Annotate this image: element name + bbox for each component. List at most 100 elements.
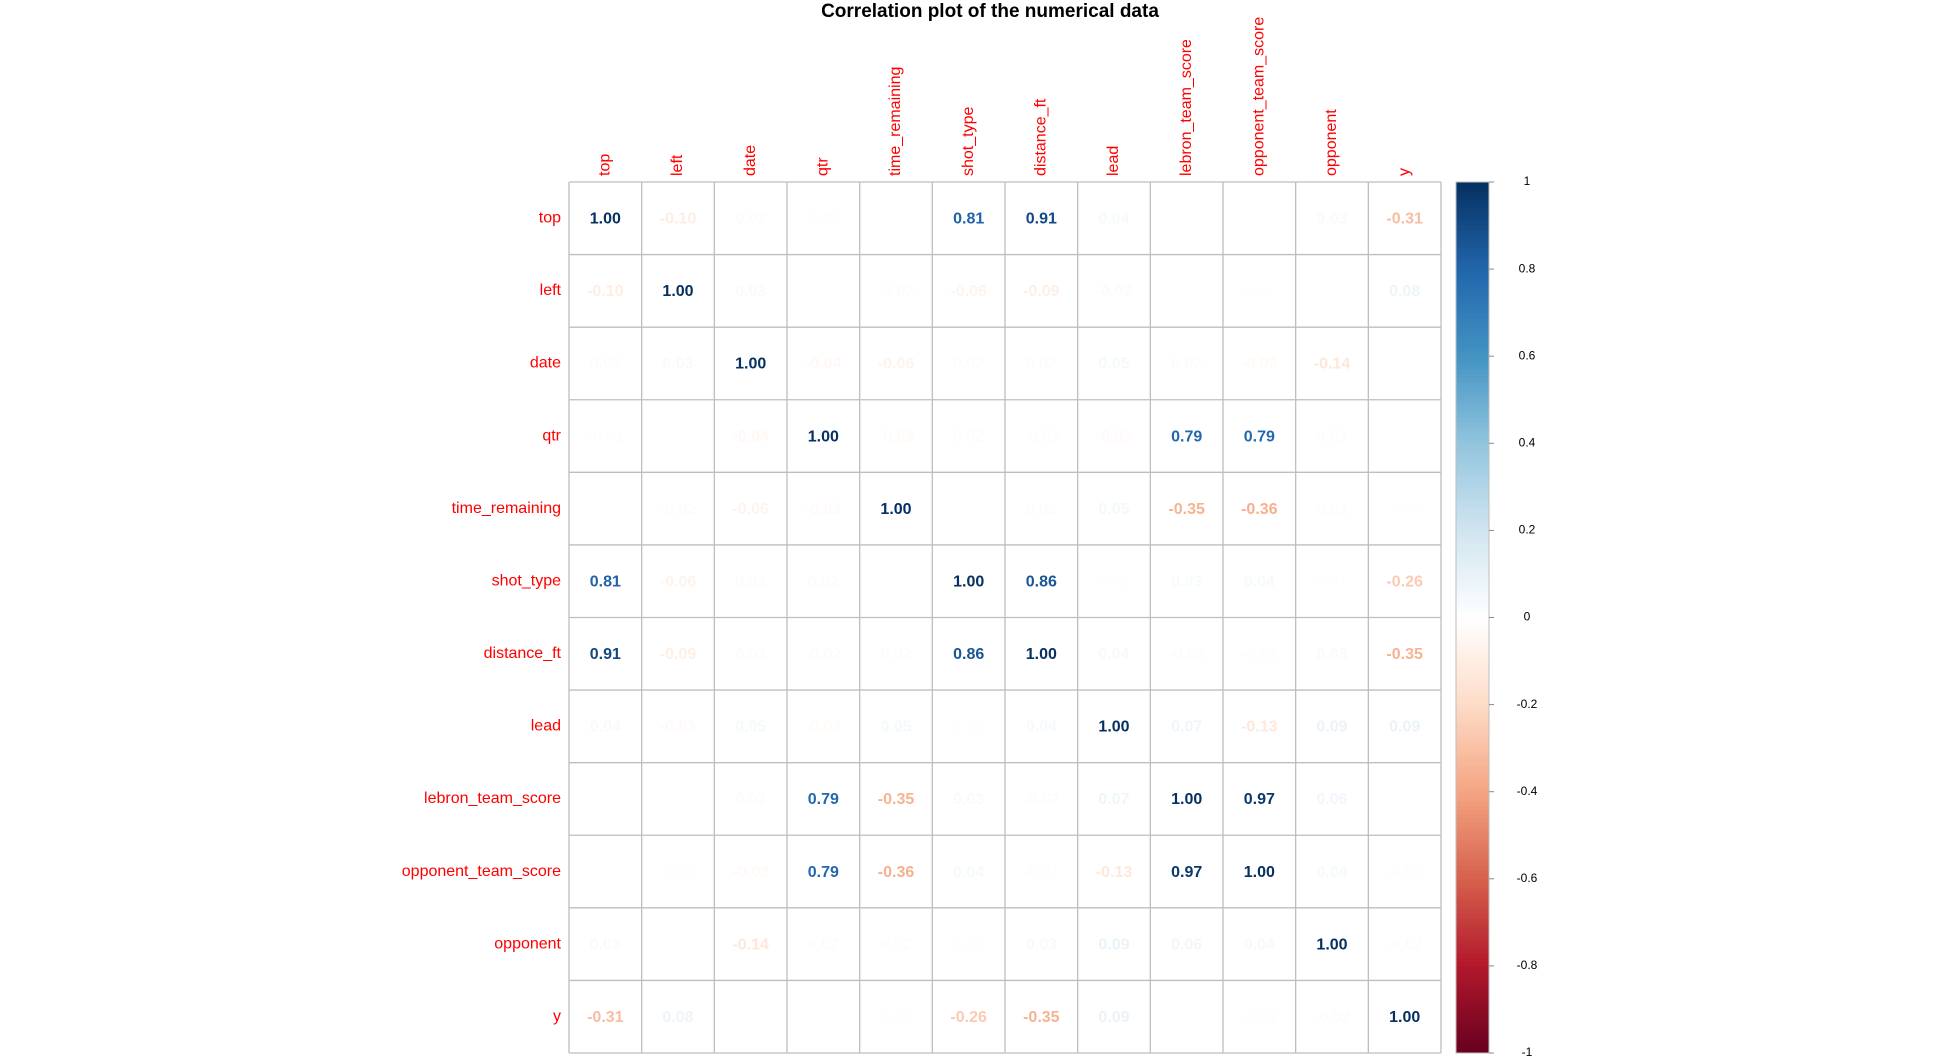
colorbar-segment	[1456, 482, 1489, 488]
correlation-value: 0.03	[1316, 646, 1347, 663]
correlation-value: 1.00	[953, 573, 984, 590]
correlation-value: 0.02	[735, 646, 766, 663]
correlation-value: 0.01	[953, 936, 984, 953]
colorbar-segment	[1456, 682, 1489, 688]
correlation-value: -0.35	[878, 791, 915, 808]
correlation-value: 0.04	[1026, 719, 1057, 736]
correlation-value: 0.03	[953, 791, 984, 808]
colorbar-segment	[1456, 961, 1489, 967]
colorbar-segment	[1456, 765, 1489, 771]
colorbar-segment	[1456, 391, 1489, 396]
correlation-value: 0.01	[953, 719, 984, 736]
colorbar-tick-label: -0.6	[1517, 871, 1538, 885]
correlation-value: 0.00	[590, 864, 621, 881]
colorbar-segment	[1456, 922, 1489, 928]
row-label: distance_ft	[484, 645, 562, 662]
colorbar-segment	[1456, 195, 1489, 200]
row-label: lead	[531, 718, 561, 735]
correlation-value: 0.04	[1098, 211, 1129, 228]
correlation-value: -0.01	[1241, 646, 1278, 663]
colorbar-segment	[1456, 303, 1489, 309]
correlation-value: 0.00	[1171, 211, 1202, 228]
colorbar-segment	[1456, 1035, 1489, 1041]
correlation-value: 0.02	[1316, 501, 1347, 518]
correlation-value: 0.05	[1098, 356, 1129, 373]
correlation-value: 0.79	[808, 864, 839, 881]
correlation-value: 0.01	[1244, 283, 1275, 300]
colorbar-segment	[1456, 713, 1489, 719]
correlation-value: 0.97	[1171, 864, 1202, 881]
correlation-value: 1.00	[1316, 936, 1347, 953]
colorbar-segment	[1456, 604, 1489, 610]
colorbar-segment	[1456, 199, 1489, 205]
correlation-value: 0.09	[1389, 719, 1420, 736]
colorbar-segment	[1456, 238, 1489, 244]
correlation-value: 1.00	[880, 501, 911, 518]
colorbar-segment	[1456, 556, 1489, 562]
colorbar-segment	[1456, 242, 1489, 248]
colorbar-segment	[1456, 251, 1489, 257]
colorbar-segment	[1456, 499, 1489, 505]
correlation-value: -0.35	[1386, 646, 1423, 663]
colorbar-segment	[1456, 817, 1489, 823]
correlation-value: 0.86	[1026, 573, 1057, 590]
colorbar-segment	[1456, 813, 1489, 819]
colorbar-segment	[1456, 212, 1489, 218]
colorbar-segment	[1456, 395, 1489, 401]
correlation-value: -0.31	[587, 1009, 624, 1026]
colorbar-segment	[1456, 434, 1489, 440]
colorbar-segment	[1456, 299, 1489, 305]
colorbar-segment	[1456, 1048, 1489, 1054]
colorbar-segment	[1456, 656, 1489, 662]
colorbar-segment	[1456, 621, 1489, 627]
colorbar-segment	[1456, 221, 1489, 227]
correlation-value: 0.09	[1316, 719, 1347, 736]
column-label: date	[742, 145, 759, 176]
colorbar-segment	[1456, 425, 1489, 431]
colorbar-segment	[1456, 787, 1489, 793]
colorbar-segment	[1456, 229, 1489, 235]
colorbar-tick-label: 0.6	[1519, 348, 1536, 362]
colorbar-segment	[1456, 669, 1489, 675]
colorbar-segment	[1456, 830, 1489, 836]
colorbar-segment	[1456, 896, 1489, 902]
correlation-value: 0.00	[808, 283, 839, 300]
column-label: top	[597, 154, 614, 176]
colorbar-segment	[1456, 539, 1489, 544]
correlation-value: 0.02	[590, 356, 621, 373]
correlation-value: -0.02	[660, 501, 697, 518]
colorbar-segment	[1456, 452, 1489, 457]
correlation-value: 0.91	[1026, 211, 1057, 228]
correlation-value: 0.00	[1171, 1009, 1202, 1026]
correlation-value: -0.36	[1241, 501, 1278, 518]
correlation-value: -0.03	[1096, 283, 1133, 300]
correlation-value: 0.02	[735, 573, 766, 590]
colorbar-segment	[1456, 1013, 1489, 1019]
correlation-value: 0.00	[735, 1009, 766, 1026]
colorbar-segment	[1456, 460, 1489, 466]
colorbar-segment	[1456, 408, 1489, 414]
colorbar-segment	[1456, 695, 1489, 701]
colorbar-segment	[1456, 504, 1489, 510]
colorbar-segment	[1456, 748, 1489, 754]
colorbar-segment	[1456, 569, 1489, 575]
colorbar-segment	[1456, 182, 1489, 187]
correlation-value: 0.00	[953, 501, 984, 518]
colorbar-segment	[1456, 208, 1489, 213]
colorbar-segment	[1456, 600, 1489, 605]
colorbar-segment	[1456, 486, 1489, 492]
colorbar-segment	[1456, 626, 1489, 632]
correlation-value: 0.02	[1026, 501, 1057, 518]
colorbar-segment	[1456, 735, 1489, 740]
colorbar-segment	[1456, 295, 1489, 301]
correlation-value: -0.09	[660, 646, 697, 663]
correlation-value: 0.00	[662, 936, 693, 953]
colorbar-segment	[1456, 508, 1489, 514]
colorbar-tick-label: -0.2	[1517, 697, 1538, 711]
colorbar-segment	[1456, 891, 1489, 897]
colorbar-segment	[1456, 447, 1489, 453]
colorbar-tick-label: -0.4	[1517, 784, 1538, 798]
correlation-value: 0.02	[953, 428, 984, 445]
